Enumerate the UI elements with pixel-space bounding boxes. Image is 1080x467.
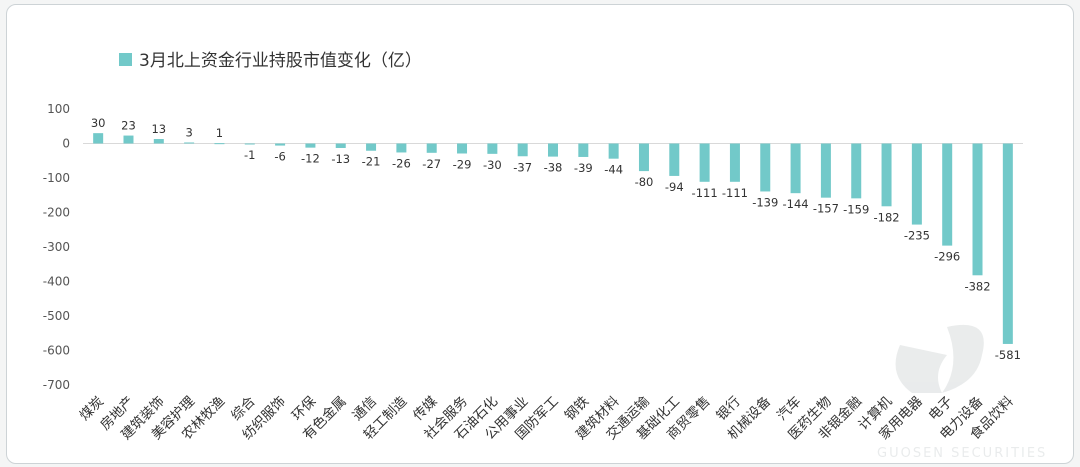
bar-社会服务 bbox=[457, 143, 468, 154]
data-label: -139 bbox=[752, 195, 778, 209]
bar-chart: GUOSEN SECURITIES 3月北上资金行业持股市值变化（亿） 100 0… bbox=[43, 51, 1047, 461]
bar-建筑材料 bbox=[608, 143, 619, 159]
legend: 3月北上资金行业持股市值变化（亿） bbox=[119, 51, 422, 71]
watermark: GUOSEN SECURITIES bbox=[877, 324, 1047, 461]
data-label: -94 bbox=[665, 180, 684, 194]
data-label: -29 bbox=[453, 158, 472, 172]
bar-商贸零售 bbox=[699, 143, 710, 182]
y-tick-label: 0 bbox=[62, 137, 70, 151]
bar-纺织服饰 bbox=[275, 143, 286, 146]
bar-建筑装饰 bbox=[153, 139, 164, 144]
bar-电子 bbox=[942, 143, 953, 246]
y-tick-label: -400 bbox=[43, 275, 70, 289]
bar-国防军工 bbox=[548, 143, 558, 157]
bar-通信 bbox=[366, 143, 377, 151]
data-label: -159 bbox=[843, 202, 869, 216]
data-label: 30 bbox=[91, 116, 106, 130]
bar-传媒 bbox=[426, 143, 437, 153]
y-tick-label: -700 bbox=[43, 378, 70, 392]
bar-美容护理 bbox=[184, 142, 195, 144]
data-label: -26 bbox=[392, 156, 411, 170]
bar-非银金融 bbox=[851, 143, 862, 199]
data-label: -44 bbox=[604, 163, 623, 177]
bar-石油石化 bbox=[487, 143, 498, 154]
legend-swatch bbox=[119, 53, 132, 66]
data-label: -27 bbox=[422, 157, 441, 171]
y-tick-label: -200 bbox=[43, 206, 70, 220]
bar-计算机 bbox=[881, 143, 892, 207]
bar-农林牧渔 bbox=[214, 143, 225, 145]
y-tick-label: -500 bbox=[43, 309, 70, 323]
data-label: -235 bbox=[904, 229, 930, 243]
bar-银行 bbox=[729, 143, 740, 182]
bar-电力设备 bbox=[972, 143, 983, 276]
data-labels: 30 23 13 3 1-1 -6 -12 -13 -21 -26 -27 -29 -30 -37 -38-… bbox=[91, 116, 1021, 362]
bar-房地产 bbox=[123, 135, 134, 144]
legend-label: 3月北上资金行业持股市值变化（亿） bbox=[139, 51, 422, 71]
bar-食品饮料 bbox=[1002, 143, 1013, 344]
data-label: -182 bbox=[873, 210, 899, 224]
data-label: 1 bbox=[216, 126, 223, 140]
bars bbox=[93, 133, 1013, 344]
data-label: -296 bbox=[934, 250, 960, 264]
bar-有色金属 bbox=[335, 143, 346, 148]
y-tick-label: -100 bbox=[43, 171, 70, 185]
data-label: -38 bbox=[544, 161, 563, 175]
y-tick-label: 100 bbox=[47, 102, 70, 116]
data-label: -37 bbox=[513, 160, 532, 174]
y-tick-label: -300 bbox=[43, 240, 70, 254]
data-label: -111 bbox=[692, 186, 718, 200]
bar-家用电器 bbox=[911, 143, 922, 225]
data-label: -39 bbox=[574, 161, 593, 175]
watermark-brand: GUOSEN SECURITIES bbox=[877, 446, 1047, 461]
data-label: -12 bbox=[301, 152, 320, 166]
data-label: -382 bbox=[964, 279, 990, 293]
data-label: -13 bbox=[331, 152, 350, 166]
bar-钢铁 bbox=[578, 143, 589, 157]
data-label: -21 bbox=[362, 155, 381, 169]
bar-公用事业 bbox=[517, 143, 528, 157]
data-label: -1 bbox=[244, 148, 255, 162]
data-label: 13 bbox=[151, 122, 166, 136]
data-label: -111 bbox=[722, 186, 748, 200]
bar-汽车 bbox=[790, 143, 801, 194]
bar-机械设备 bbox=[760, 143, 771, 192]
bar-综合 bbox=[244, 143, 255, 145]
bar-煤炭 bbox=[93, 133, 104, 144]
bar-轻工制造 bbox=[396, 143, 407, 153]
bar-环保 bbox=[305, 143, 316, 148]
data-label: 3 bbox=[185, 125, 192, 139]
data-label: -157 bbox=[813, 202, 839, 216]
data-label: 23 bbox=[121, 119, 136, 133]
bar-医药生物 bbox=[820, 143, 831, 198]
data-label: -30 bbox=[483, 158, 502, 172]
bar-交通运输 bbox=[638, 143, 649, 172]
bar-基础化工 bbox=[669, 143, 680, 176]
watermark-logo-icon bbox=[895, 324, 984, 393]
data-label: -80 bbox=[635, 175, 654, 189]
y-axis: 100 0 -100 -200 -300 -400 -500 -600 -700 bbox=[43, 102, 70, 392]
data-label: -581 bbox=[995, 348, 1021, 362]
chart-frame: GUOSEN SECURITIES 3月北上资金行业持股市值变化（亿） 100 0… bbox=[6, 4, 1074, 464]
y-tick-label: -600 bbox=[43, 344, 70, 358]
data-label: -144 bbox=[783, 197, 809, 211]
data-label: -6 bbox=[274, 150, 285, 164]
